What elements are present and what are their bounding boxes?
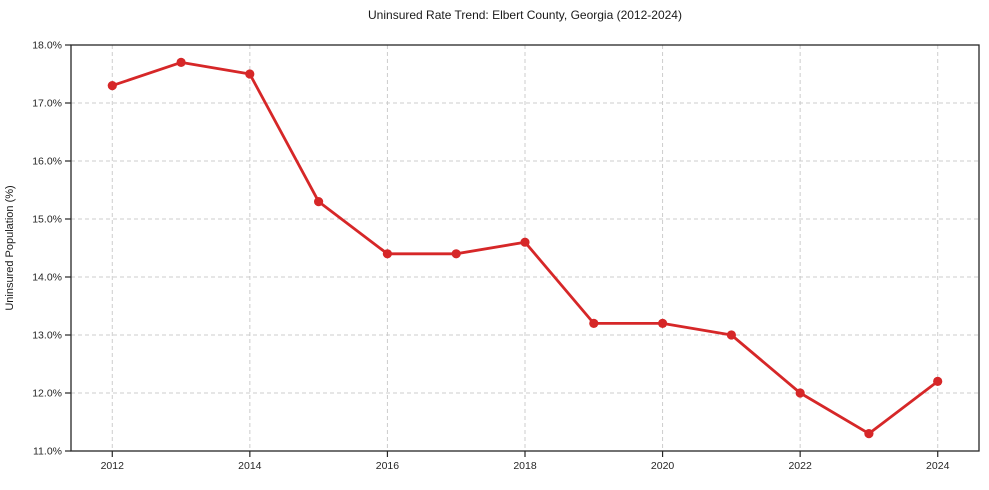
y-tick-label: 16.0% [32,156,62,168]
data-point-marker [933,376,943,386]
data-point-marker [245,69,255,79]
data-point-marker [107,81,117,91]
y-tick-label: 17.0% [32,98,62,110]
y-tick-label: 13.0% [32,330,62,342]
y-axis-label: Uninsured Population (%) [4,185,16,310]
data-point-marker [451,249,461,259]
trend-series [107,57,943,439]
data-point-marker [314,197,324,207]
y-tick-label: 18.0% [32,40,62,52]
x-tick-label: 2020 [651,460,675,472]
data-point-marker [726,330,737,340]
data-point-marker [520,237,530,247]
x-tick-label: 2016 [376,460,400,472]
y-tick-label: 11.0% [33,446,62,458]
x-tick-label: 2012 [101,460,125,472]
y-tick-label: 15.0% [32,214,62,226]
data-point-marker [176,57,186,67]
gridlines [71,44,979,452]
plot-frame [70,44,980,452]
axes: 11.0% 12.0% 13.0% 14.0% 15.0% 16.0% 17.0% 18.0%… [32,40,980,472]
chart-title: Uninsured Rate Trend: Elbert County, Geo… [368,8,682,22]
data-point-marker [589,318,599,328]
data-point-marker [658,318,668,328]
x-tick-label: 2024 [926,460,950,472]
data-point-marker [864,429,874,439]
data-point-marker [795,388,805,398]
x-tick-label: 2014 [238,460,262,472]
x-tick-label: 2018 [513,460,537,472]
y-tick-label: 14.0% [32,272,62,284]
y-tick-label: 12.0% [32,388,62,400]
x-tick-label: 2022 [788,460,812,472]
data-point-marker [382,249,392,259]
